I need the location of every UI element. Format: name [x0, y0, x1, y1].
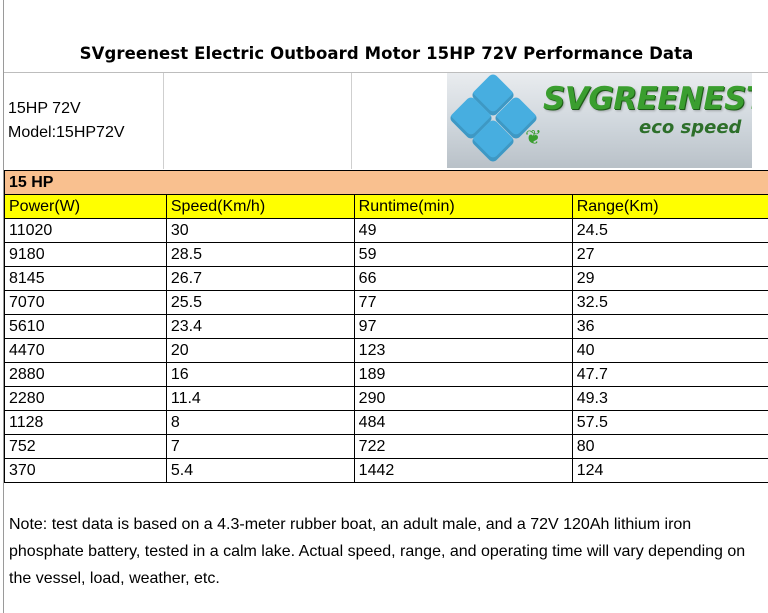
table-cell: 49: [353, 218, 573, 243]
table-cell: 66: [353, 266, 573, 291]
page-title: SVgreenest Electric Outboard Motor 15HP …: [79, 44, 694, 63]
table-cell: 370: [4, 458, 167, 483]
table-cell: 80: [571, 434, 768, 459]
cell-divider: [163, 73, 164, 169]
table-cell: 77: [353, 290, 573, 315]
brand-logo: ❦ SVGREENEST eco speed: [447, 73, 752, 168]
table-row: 9180 28.5 59 27: [4, 242, 768, 267]
table-cell: 24.5: [571, 218, 768, 243]
table-row: 2880 16 189 47.7: [4, 362, 768, 387]
header-row: Power(W) Speed(Km/h) Runtime(min) Range(…: [4, 194, 768, 219]
table-cell: 29: [571, 266, 768, 291]
table-cell: 49.3: [571, 386, 768, 411]
model-info-block: 15HP 72V Model:15HP72V: [4, 73, 768, 169]
table-row: 8145 26.7 66 29: [4, 266, 768, 291]
table-cell: 26.7: [165, 266, 355, 291]
performance-table: 15 HP Power(W) Speed(Km/h) Runtime(min) …: [4, 170, 768, 483]
table-cell: 23.4: [165, 314, 355, 339]
table-cell: 290: [353, 386, 573, 411]
table-cell: 484: [353, 410, 573, 435]
table-cell: 8145: [4, 266, 167, 291]
model-spec: 15HP 72V: [8, 100, 81, 117]
model-number: Model:15HP72V: [8, 124, 125, 141]
column-header: Runtime(min): [353, 194, 573, 219]
table-cell: 20: [165, 338, 355, 363]
table-cell: 16: [165, 362, 355, 387]
table-cell: 752: [4, 434, 167, 459]
table-row: 5610 23.4 97 36: [4, 314, 768, 339]
table-row: 1128 8 484 57.5: [4, 410, 768, 435]
table-cell: 27: [571, 242, 768, 267]
logo-slogan: eco speed: [639, 117, 742, 138]
table-row: 2280 11.4 290 49.3: [4, 386, 768, 411]
table-cell: 2280: [4, 386, 167, 411]
table-cell: 2880: [4, 362, 167, 387]
table-cell: 7: [165, 434, 355, 459]
table-cell: 189: [353, 362, 573, 387]
table-cell: 36: [571, 314, 768, 339]
green-leaf-icon: ❦: [525, 125, 542, 149]
table-cell: 722: [353, 434, 573, 459]
table-cell: 123: [353, 338, 573, 363]
test-note: Note: test data is based on a 4.3-meter …: [9, 516, 746, 587]
table-cell: 32.5: [571, 290, 768, 315]
cell-divider: [351, 73, 352, 169]
table-row: 7070 25.5 77 32.5: [4, 290, 768, 315]
table-row: 4470 20 123 40: [4, 338, 768, 363]
table-cell: 28.5: [165, 242, 355, 267]
table-row: 370 5.4 1442 124: [4, 458, 768, 483]
table-cell: 124: [571, 458, 768, 483]
table-cell: 57.5: [571, 410, 768, 435]
section-label: 15 HP: [4, 170, 768, 195]
column-header: Range(Km): [571, 194, 768, 219]
table-cell: 47.7: [571, 362, 768, 387]
table-cell: 40: [571, 338, 768, 363]
table-cell: 8: [165, 410, 355, 435]
section-row: 15 HP: [4, 170, 768, 195]
table-cell: 5.4: [165, 458, 355, 483]
logo-name: SVGREENEST: [543, 81, 752, 117]
divider: [4, 72, 768, 73]
table-row: 752 7 722 80: [4, 434, 768, 459]
spreadsheet: SVgreenest Electric Outboard Motor 15HP …: [3, 0, 768, 613]
column-header: Power(W): [4, 194, 167, 219]
table-cell: 30: [165, 218, 355, 243]
table-cell: 11.4: [165, 386, 355, 411]
table-cell: 1128: [4, 410, 167, 435]
table-cell: 1442: [353, 458, 573, 483]
table-cell: 59: [353, 242, 573, 267]
table-cell: 11020: [4, 218, 167, 243]
table-cell: 9180: [4, 242, 167, 267]
table-cell: 4470: [4, 338, 167, 363]
column-header: Speed(Km/h): [165, 194, 355, 219]
table-cell: 7070: [4, 290, 167, 315]
table-cell: 25.5: [165, 290, 355, 315]
table-row: 11020 30 49 24.5: [4, 218, 768, 243]
table-cell: 5610: [4, 314, 167, 339]
table-cell: 97: [353, 314, 573, 339]
